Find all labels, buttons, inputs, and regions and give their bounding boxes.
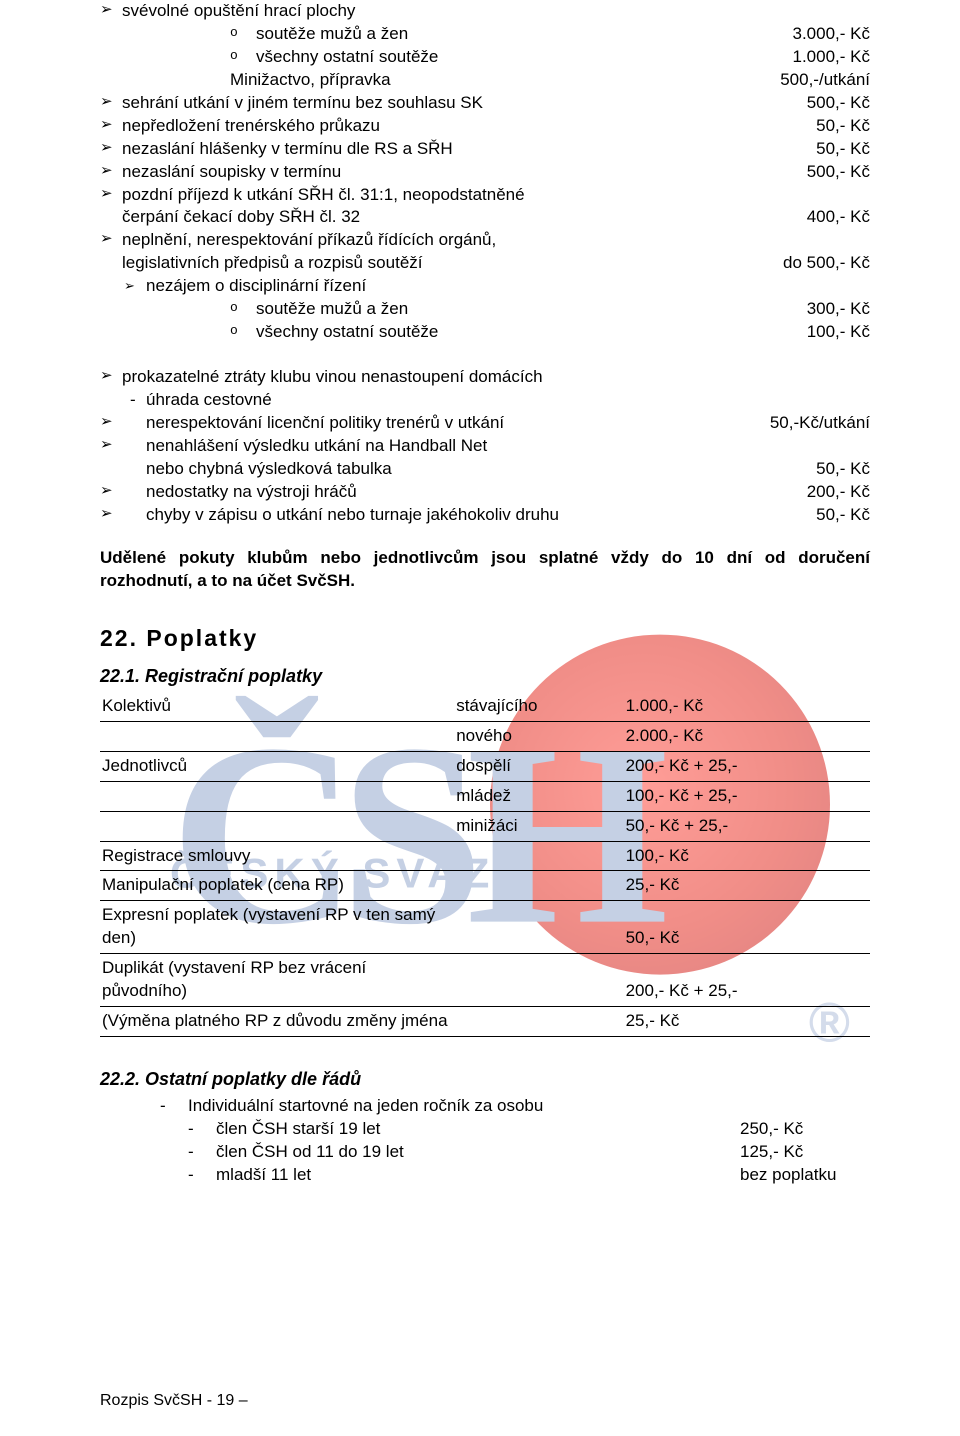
sub-bullet: všechny ostatní soutěže1.000,- Kč	[100, 46, 870, 69]
bullet-item: sehrání utkání v jiném termínu bez souhl…	[100, 92, 870, 115]
dash-item: úhrada cestovné	[100, 389, 870, 412]
section-heading: 22. Poplatky	[100, 623, 870, 654]
bullet-item: svévolné opuštění hrací plochy	[100, 0, 870, 23]
bullet-item: neplnění, nerespektování příkazů řídícíc…	[100, 229, 870, 252]
bullet-item-small: nezájem o disciplinární řízení	[100, 275, 870, 298]
bullet-item: nedostatky na výstroji hráčů200,- Kč	[100, 481, 870, 504]
dash-item: Individuální startovné na jeden ročník z…	[160, 1095, 870, 1118]
table-row: nového2.000,- Kč	[100, 721, 870, 751]
dash-sub-item: mladší 11 letbez poplatku	[160, 1164, 870, 1187]
sub-bullet: soutěže mužů a žen3.000,- Kč	[100, 23, 870, 46]
dash-sub-item: člen ČSH starší 19 let250,- Kč	[160, 1118, 870, 1141]
bold-paragraph: Udělené pokuty klubům nebo jednotlivcům …	[100, 547, 870, 593]
sub-bullet: všechny ostatní soutěže100,- Kč	[100, 321, 870, 344]
line-cont: legislativních předpisů a rozpisů soutěž…	[100, 252, 870, 275]
bullet-item: prokazatelné ztráty klubu vinou nenastou…	[100, 366, 870, 389]
subsection-heading: 22.1. Registrační poplatky	[100, 664, 870, 688]
page-footer: Rozpis SvčSH - 19 –	[100, 1390, 248, 1412]
sub-bullet: soutěže mužů a žen300,- Kč	[100, 298, 870, 321]
bullet-item: nezaslání hlášenky v termínu dle RS a SŘ…	[100, 138, 870, 161]
table-row: Duplikát (vystavení RP bez vrácení původ…	[100, 954, 870, 1007]
table-row: (Výměna platného RP z důvodu změny jména…	[100, 1007, 870, 1037]
line-item: Minižactvo, přípravka500,-/utkání	[100, 69, 870, 92]
table-row: Kolektivůstávajícího1.000,- Kč	[100, 692, 870, 721]
bullet-item: chyby v zápisu o utkání nebo turnaje jak…	[100, 504, 870, 527]
line-cont: nebo chybná výsledková tabulka50,- Kč	[100, 458, 870, 481]
bullet-item: nenahlášení výsledku utkání na Handball …	[100, 435, 870, 458]
bullet-item: nerespektování licenční politiky trenérů…	[100, 412, 870, 435]
table-row: Registrace smlouvy100,- Kč	[100, 841, 870, 871]
table-row: Jednotlivcůdospělí200,- Kč + 25,-	[100, 751, 870, 781]
table-row: mládež100,- Kč + 25,-	[100, 781, 870, 811]
bullet-item: nepředložení trenérského průkazu50,- Kč	[100, 115, 870, 138]
table-row: Expresní poplatek (vystavení RP v ten sa…	[100, 901, 870, 954]
page-content: svévolné opuštění hrací plochy soutěže m…	[100, 0, 870, 1187]
fees-table: Kolektivůstávajícího1.000,- Kč nového2.0…	[100, 692, 870, 1037]
dash-sub-item: člen ČSH od 11 do 19 let125,- Kč	[160, 1141, 870, 1164]
subsection-heading: 22.2. Ostatní poplatky dle řádů	[100, 1067, 870, 1091]
bullet-item: nezaslání soupisky v termínu500,- Kč	[100, 161, 870, 184]
table-row: Manipulační poplatek (cena RP)25,- Kč	[100, 871, 870, 901]
table-row: minižáci50,- Kč + 25,-	[100, 811, 870, 841]
dash-list: Individuální startovné na jeden ročník z…	[100, 1095, 870, 1187]
bullet-item: pozdní příjezd k utkání SŘH čl. 31:1, ne…	[100, 184, 870, 207]
line-cont: čerpání čekací doby SŘH čl. 32400,- Kč	[100, 206, 870, 229]
